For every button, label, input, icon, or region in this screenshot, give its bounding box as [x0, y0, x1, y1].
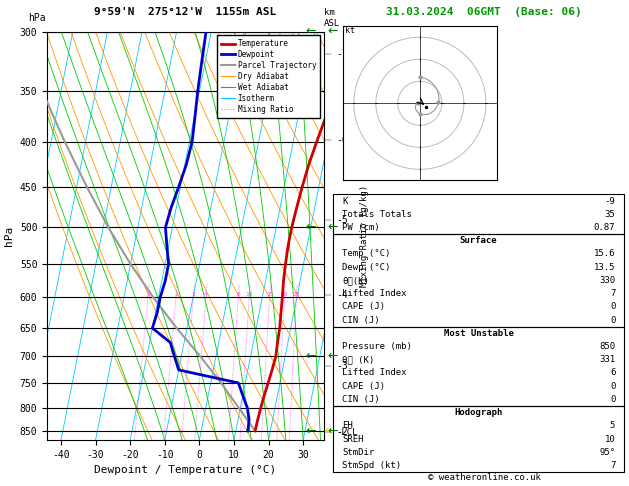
Text: EH: EH	[342, 421, 353, 430]
Text: 5: 5	[610, 421, 615, 430]
Text: 0: 0	[610, 302, 615, 312]
Text: km
ASL: km ASL	[324, 8, 340, 28]
Text: -9: -9	[604, 196, 615, 206]
Text: 8: 8	[237, 293, 240, 297]
Text: 331: 331	[599, 355, 615, 364]
Text: 1: 1	[146, 293, 150, 297]
Text: 330: 330	[599, 276, 615, 285]
Text: 13.5: 13.5	[594, 262, 615, 272]
Text: StmDir: StmDir	[342, 448, 374, 457]
Text: ←: ←	[306, 221, 316, 234]
Text: CAPE (J): CAPE (J)	[342, 382, 385, 391]
Text: StmSpd (kt): StmSpd (kt)	[342, 461, 401, 470]
Text: ←: ←	[306, 424, 316, 437]
Text: 2: 2	[174, 293, 178, 297]
Text: 9°59'N  275°12'W  1155m ASL: 9°59'N 275°12'W 1155m ASL	[94, 7, 277, 17]
Text: Totals Totals: Totals Totals	[342, 210, 412, 219]
Text: Lifted Index: Lifted Index	[342, 368, 406, 378]
Text: 25: 25	[292, 293, 300, 297]
Text: 0: 0	[610, 395, 615, 404]
Text: 20: 20	[281, 293, 288, 297]
Text: 0: 0	[610, 382, 615, 391]
Text: kt: kt	[345, 26, 355, 35]
Text: 4: 4	[204, 293, 208, 297]
Text: -LCL: -LCL	[337, 428, 358, 437]
Legend: Temperature, Dewpoint, Parcel Trajectory, Dry Adiabat, Wet Adiabat, Isotherm, Mi: Temperature, Dewpoint, Parcel Trajectory…	[217, 35, 320, 118]
Text: Most Unstable: Most Unstable	[443, 329, 514, 338]
Text: 95°: 95°	[599, 448, 615, 457]
Text: -5: -5	[337, 215, 348, 225]
Text: 15.6: 15.6	[594, 249, 615, 259]
Text: ←: ←	[306, 25, 316, 38]
Text: 6: 6	[610, 368, 615, 378]
Text: 10: 10	[604, 434, 615, 444]
Text: 0: 0	[610, 315, 615, 325]
Text: -6: -6	[337, 135, 348, 145]
Text: Temp (°C): Temp (°C)	[342, 249, 391, 259]
Text: Mixing Ratio (g/kg): Mixing Ratio (g/kg)	[360, 185, 369, 287]
Text: 7: 7	[610, 289, 615, 298]
Text: ←: ←	[327, 25, 338, 38]
Text: 31.03.2024  06GMT  (Base: 06): 31.03.2024 06GMT (Base: 06)	[386, 7, 582, 17]
Text: 10: 10	[245, 293, 253, 297]
Text: 35: 35	[604, 210, 615, 219]
Text: Hodograph: Hodograph	[455, 408, 503, 417]
Text: ←: ←	[325, 424, 335, 437]
Text: © weatheronline.co.uk: © weatheronline.co.uk	[428, 473, 541, 482]
Text: 0.87: 0.87	[594, 223, 615, 232]
Text: ←: ←	[327, 221, 338, 234]
Text: 850: 850	[599, 342, 615, 351]
Text: ←: ←	[327, 424, 338, 437]
Text: CIN (J): CIN (J)	[342, 395, 380, 404]
Text: 7: 7	[610, 461, 615, 470]
Text: -3: -3	[337, 361, 348, 371]
Text: CAPE (J): CAPE (J)	[342, 302, 385, 312]
Text: θᴄ(K): θᴄ(K)	[342, 276, 369, 285]
Text: Surface: Surface	[460, 236, 498, 245]
Text: Dewp (°C): Dewp (°C)	[342, 262, 391, 272]
Text: -2: -2	[337, 427, 348, 437]
Text: Pressure (mb): Pressure (mb)	[342, 342, 412, 351]
Text: CIN (J): CIN (J)	[342, 315, 380, 325]
Text: PW (cm): PW (cm)	[342, 223, 380, 232]
Text: -7: -7	[337, 49, 348, 59]
Text: K: K	[342, 196, 347, 206]
Text: 3: 3	[191, 293, 195, 297]
Text: -4: -4	[337, 290, 348, 300]
Text: 15: 15	[266, 293, 274, 297]
Text: Lifted Index: Lifted Index	[342, 289, 406, 298]
Text: θᴄ (K): θᴄ (K)	[342, 355, 374, 364]
X-axis label: Dewpoint / Temperature (°C): Dewpoint / Temperature (°C)	[94, 465, 277, 475]
Text: SREH: SREH	[342, 434, 364, 444]
Text: hPa: hPa	[28, 14, 45, 23]
Text: ←: ←	[306, 350, 316, 363]
Y-axis label: hPa: hPa	[4, 226, 14, 246]
Text: ←: ←	[327, 350, 338, 363]
